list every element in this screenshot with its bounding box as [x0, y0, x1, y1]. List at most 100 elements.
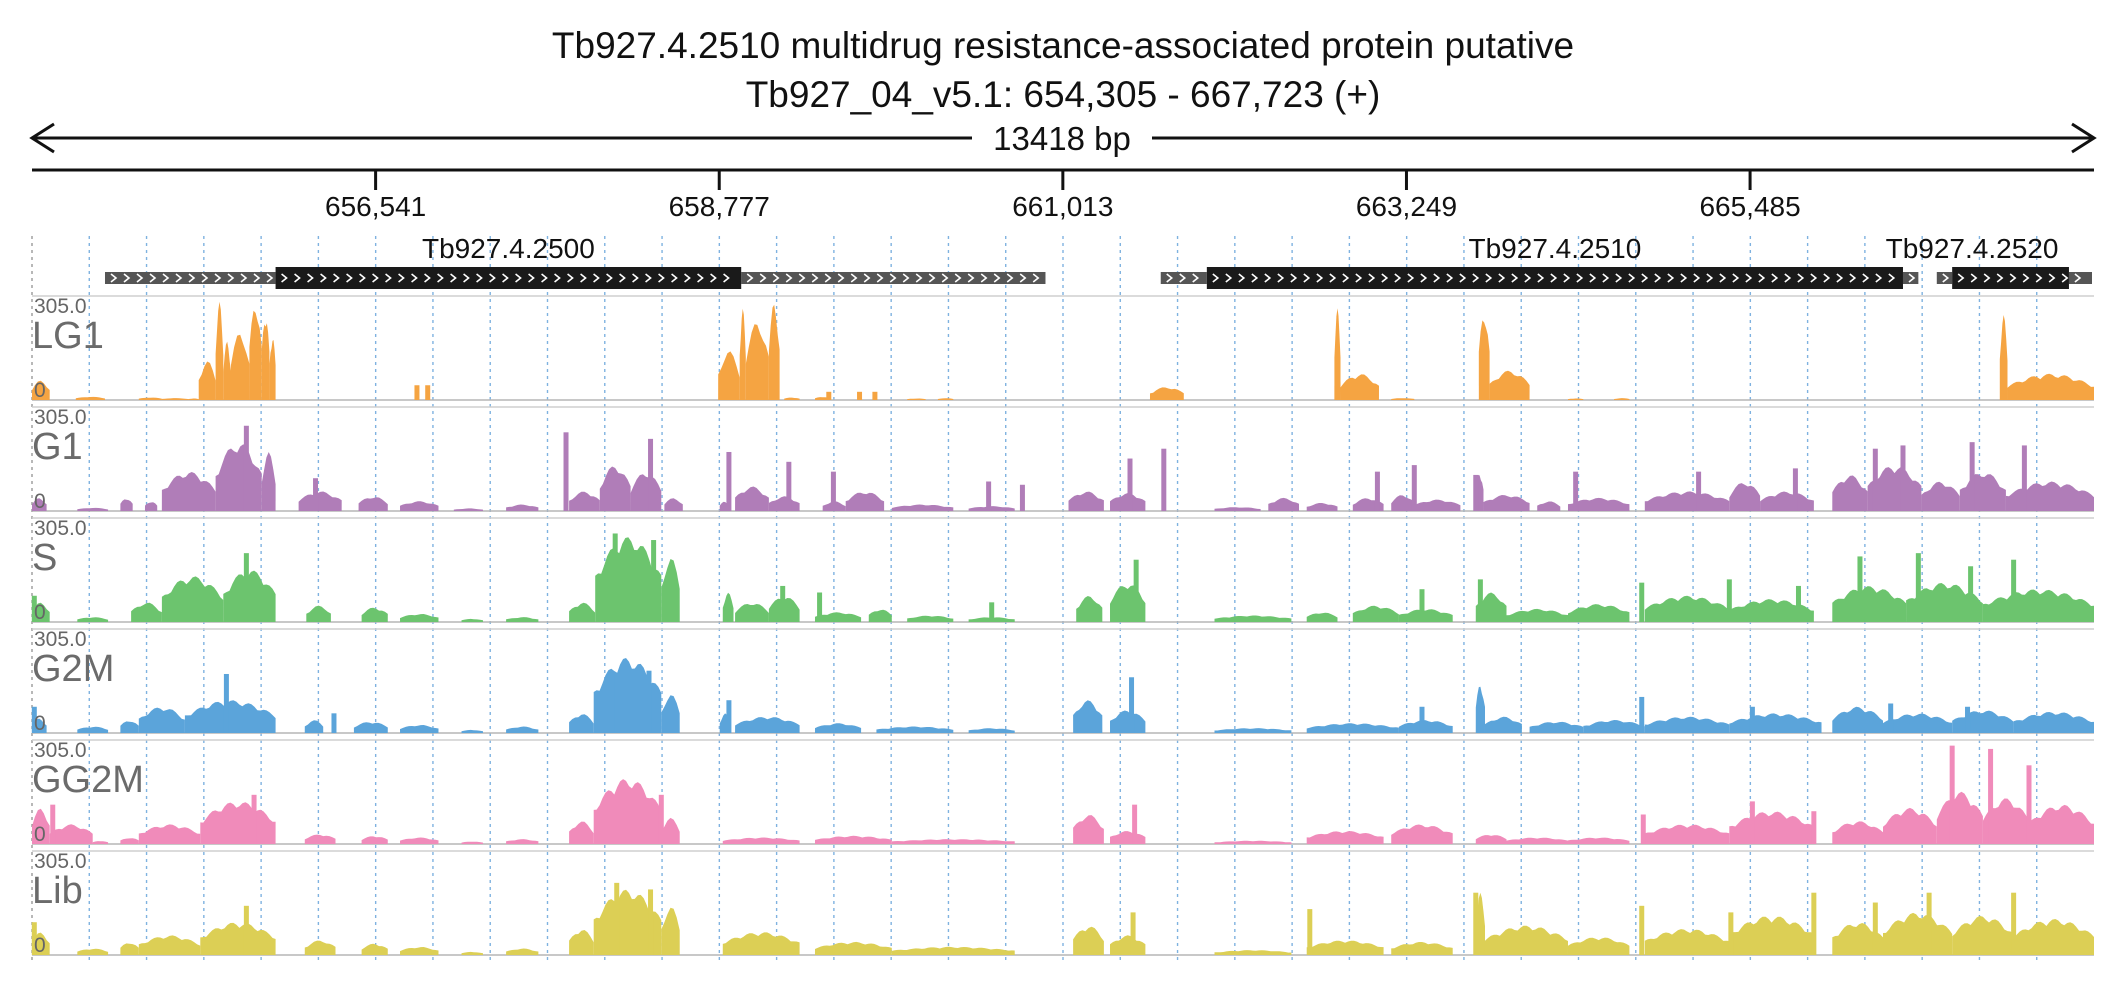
coverage-peak	[120, 499, 133, 511]
strand-chevron	[515, 273, 522, 283]
strand-chevron	[1641, 273, 1649, 283]
coverage-peak	[1214, 615, 1292, 622]
chart-title: Tb927.4.2510 multidrug resistance-associ…	[552, 25, 1574, 66]
coverage-spike	[1696, 471, 1702, 511]
coverage-spike	[223, 673, 229, 733]
coverage-peak	[1306, 831, 1384, 844]
coverage-peak	[461, 841, 484, 844]
coverage-peak	[1073, 815, 1104, 844]
coverage-peak	[1999, 315, 2008, 400]
strand-chevron	[541, 273, 548, 283]
coverage-peak	[907, 615, 954, 622]
coverage-peak	[1529, 721, 1584, 733]
coverage-spike	[251, 794, 257, 844]
coverage-spike	[857, 391, 863, 400]
coverage-spike	[830, 471, 836, 511]
strand-chevron	[798, 273, 806, 283]
coverage-peak	[1110, 585, 1146, 622]
coverage-spike	[1949, 745, 1955, 844]
strand-chevron	[1667, 273, 1675, 283]
strand-chevron	[294, 273, 301, 283]
track-name: G1	[32, 426, 83, 468]
strand-chevron	[227, 273, 235, 283]
strand-chevron	[136, 273, 144, 283]
coverage-spike	[1132, 804, 1138, 844]
coverage-spike	[31, 706, 37, 733]
coverage-peak	[661, 907, 680, 955]
coverage-spike	[1728, 912, 1734, 955]
track-ymax-label: 305.0	[34, 295, 87, 318]
coverage-peak	[739, 308, 746, 400]
coverage-spike	[1639, 582, 1645, 622]
strand-chevron	[1394, 273, 1402, 283]
gene-Tb927.4.2520[interactable]: Tb927.4.2520	[1886, 233, 2092, 289]
coverage-peak	[400, 614, 439, 622]
gene-label: Tb927.4.2520	[1886, 233, 2059, 264]
coverage-peak	[215, 301, 224, 400]
coverage-peak	[461, 618, 484, 622]
axis-ticks: 656,541 658,777 661,013 663,249 665,485	[325, 170, 1801, 222]
track-ymax-label: 305.0	[34, 406, 87, 429]
coverage-peak	[1567, 497, 1630, 511]
coverage-spike	[614, 673, 620, 733]
strand-chevron	[253, 273, 261, 283]
strand-chevron	[424, 273, 431, 283]
coverage-spike	[1161, 448, 1167, 511]
coverage-spike	[1965, 706, 1971, 733]
gene-Tb927.4.2500[interactable]: Tb927.4.2500	[104, 233, 1046, 289]
coverage-peak	[937, 398, 954, 400]
coverage-spike	[1968, 566, 1974, 622]
strand-chevron	[398, 273, 405, 283]
strand-chevron	[2074, 273, 2082, 283]
track-ymin-label: 0	[34, 712, 46, 735]
coverage-peak	[75, 396, 105, 400]
strand-chevron	[1019, 273, 1027, 283]
strand-chevron	[1810, 273, 1818, 283]
coverage-peak	[735, 717, 800, 733]
span-label: 13418 bp	[993, 120, 1131, 157]
strand-chevron	[1303, 273, 1311, 283]
coverage-peak	[1832, 706, 1884, 733]
coverage-peak	[569, 714, 594, 733]
strand-chevron	[723, 273, 730, 283]
coverage-peak	[49, 824, 93, 844]
strand-chevron	[619, 273, 626, 283]
coverage-spike	[1133, 559, 1139, 622]
strand-chevron	[697, 273, 704, 283]
coverage-spike	[2026, 765, 2032, 844]
coverage-spike	[786, 461, 792, 511]
coverage-peak	[1729, 599, 1814, 622]
strand-chevron	[372, 273, 379, 283]
coverage-peak	[722, 592, 734, 622]
strand-chevron	[1875, 273, 1883, 283]
strand-chevron	[967, 273, 975, 283]
strand-chevron	[149, 273, 157, 283]
coverage-peak	[77, 948, 109, 955]
coverage-peak	[400, 725, 439, 733]
strand-chevron	[1472, 273, 1480, 283]
strand-chevron	[240, 273, 248, 283]
coverage-peak	[32, 498, 47, 511]
gene-Tb927.4.2510[interactable]: Tb927.4.2510	[1160, 233, 1919, 289]
coverage-spike	[2011, 559, 2017, 622]
coverage-spike	[648, 889, 654, 955]
coverage-peak	[2013, 712, 2094, 733]
strand-chevron	[1797, 273, 1805, 283]
coverage-peak	[461, 729, 484, 733]
strand-chevron	[1771, 273, 1779, 283]
strand-chevron	[1179, 273, 1187, 283]
strand-chevron	[281, 273, 288, 283]
coverage-peak	[400, 837, 439, 844]
coverage-spike	[1900, 445, 1906, 511]
strand-chevron	[811, 273, 819, 283]
strand-chevron	[1225, 273, 1233, 283]
coverage-peak	[968, 728, 1015, 733]
coverage-peak	[661, 559, 680, 622]
track-name: GG2M	[32, 759, 144, 801]
coverage-peak	[1214, 728, 1292, 733]
strand-chevron	[1615, 273, 1623, 283]
strand-chevron	[188, 273, 196, 283]
strand-chevron	[889, 273, 897, 283]
strand-chevron	[1602, 273, 1610, 283]
coverage-peak	[77, 617, 109, 622]
